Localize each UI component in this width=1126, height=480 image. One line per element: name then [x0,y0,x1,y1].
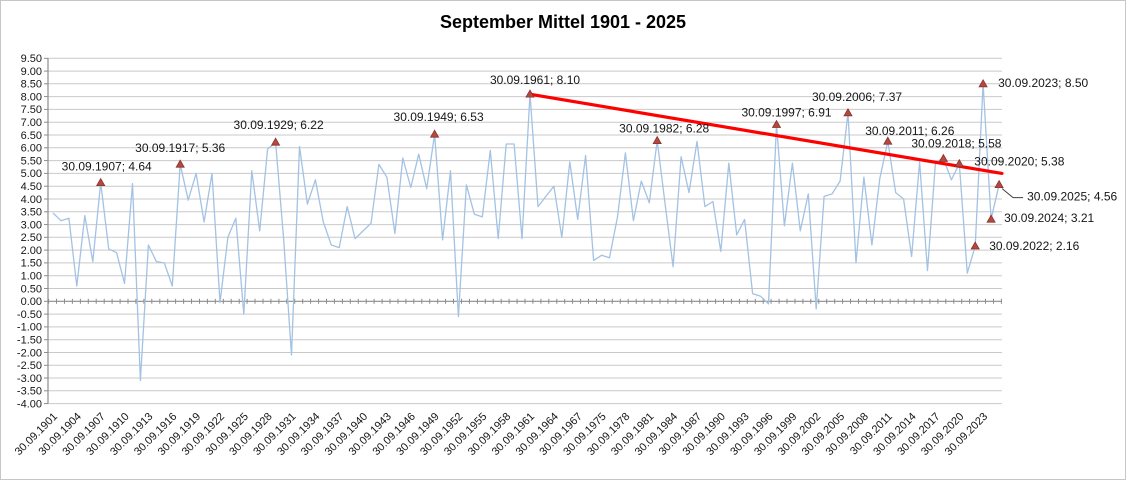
data-point-marker [652,135,662,144]
y-axis-tick-label: -4.00 [17,398,42,410]
y-axis-tick-label: 5.00 [21,168,42,180]
data-point-marker [525,89,535,98]
annotation-label: 30.09.1961; 8.10 [490,73,580,87]
y-axis-tick-label: 2.00 [21,245,42,257]
category-tick-marks [48,298,1002,304]
annotation-label: 30.09.1997; 6.91 [741,106,831,120]
x-axis-labels: 30.09.190130.09.190430.09.190730.09.1910… [13,411,991,458]
y-axis-tick-label: 1.00 [21,271,42,283]
y-axis-tick-label: 2.50 [21,232,42,244]
annotation-label: 30.09.2022; 2.16 [989,239,1079,253]
y-axis-tick-label: 6.50 [21,130,42,142]
data-point-marker [270,137,281,146]
y-axis-tick-label: 6.00 [21,143,42,155]
data-point-marker [994,179,1004,188]
y-axis-tick-label: 3.00 [21,219,42,231]
y-axis-tick-label: -3.50 [17,386,42,398]
annotation-label: 30.09.1917; 5.36 [135,141,225,155]
chart-title: September Mittel 1901 - 2025 [439,12,687,32]
y-axis-tick-label: 0.00 [21,296,42,308]
trend-line [530,92,1004,175]
series-line [52,83,1000,382]
data-point-marker [771,119,782,128]
y-axis-tick-label: 0.50 [21,283,42,295]
y-axis-tick-label: 8.00 [21,91,42,103]
y-axis-tick-label: 3.50 [21,207,42,219]
y-axis-tick-label: 9.50 [21,53,42,65]
y-axis-tick-label: -2.50 [17,360,42,372]
y-axis-labels: 9.509.008.508.007.507.006.506.005.505.00… [17,53,42,410]
y-axis-tick-label: 4.00 [21,194,42,206]
y-axis-tick-label: 8.50 [21,79,42,91]
annotation-label: 30.09.1929; 6.22 [234,118,324,132]
y-axis-tick-label: 9.00 [21,66,42,78]
annotation-label: 30.09.2006; 7.37 [812,90,902,104]
data-point-marker [978,78,988,88]
annotation-label: 30.09.1982; 6.28 [619,122,709,136]
y-axis-tick-label: -3.00 [17,373,42,385]
y-axis-tick-label: 5.50 [21,155,42,167]
annotation-label: 30.09.2011; 6.26 [865,124,955,138]
data-point-marker [96,177,106,186]
data-point-marker [938,153,949,162]
annotations: 30.09.1907; 4.64 30.09.1917; 5.36 30.09.19… [62,73,1118,253]
y-axis-tick-label: 7.00 [21,117,42,129]
annotation-label: 30.09.2023; 8.50 [998,76,1088,90]
annotation-label: 30.09.2025; 4.56 [1027,190,1117,204]
annotation-label: 30.09.1949; 6.53 [394,110,484,124]
data-point-marker [429,129,440,138]
y-axis-tick-label: -0.50 [17,309,42,321]
y-axis-tick-label: 7.50 [21,104,42,116]
annotation-label: 30.09.2018; 5.58 [911,137,1001,151]
y-axis-tick-label: 1.50 [21,258,42,270]
data-point-marker [954,158,964,168]
annotation-label: 30.09.2024; 3.21 [1004,211,1094,225]
data-point-marker [843,107,853,117]
data-point-marker [970,241,980,250]
data-point-marker [175,159,185,168]
annotation-leader-line [1001,188,1024,199]
y-axis-tick-marks [44,57,48,405]
annotation-label: 30.09.2020; 5.38 [974,155,1064,169]
y-axis-tick-label: -2.00 [17,347,42,359]
y-axis-tick-label: 4.50 [21,181,42,193]
data-point-marker [883,136,893,145]
data-point-marker [986,214,996,223]
y-axis-tick-label: -1.00 [17,322,42,334]
y-axis-tick-label: -1.50 [17,335,42,347]
annotation-label: 30.09.1907; 4.64 [62,160,152,174]
